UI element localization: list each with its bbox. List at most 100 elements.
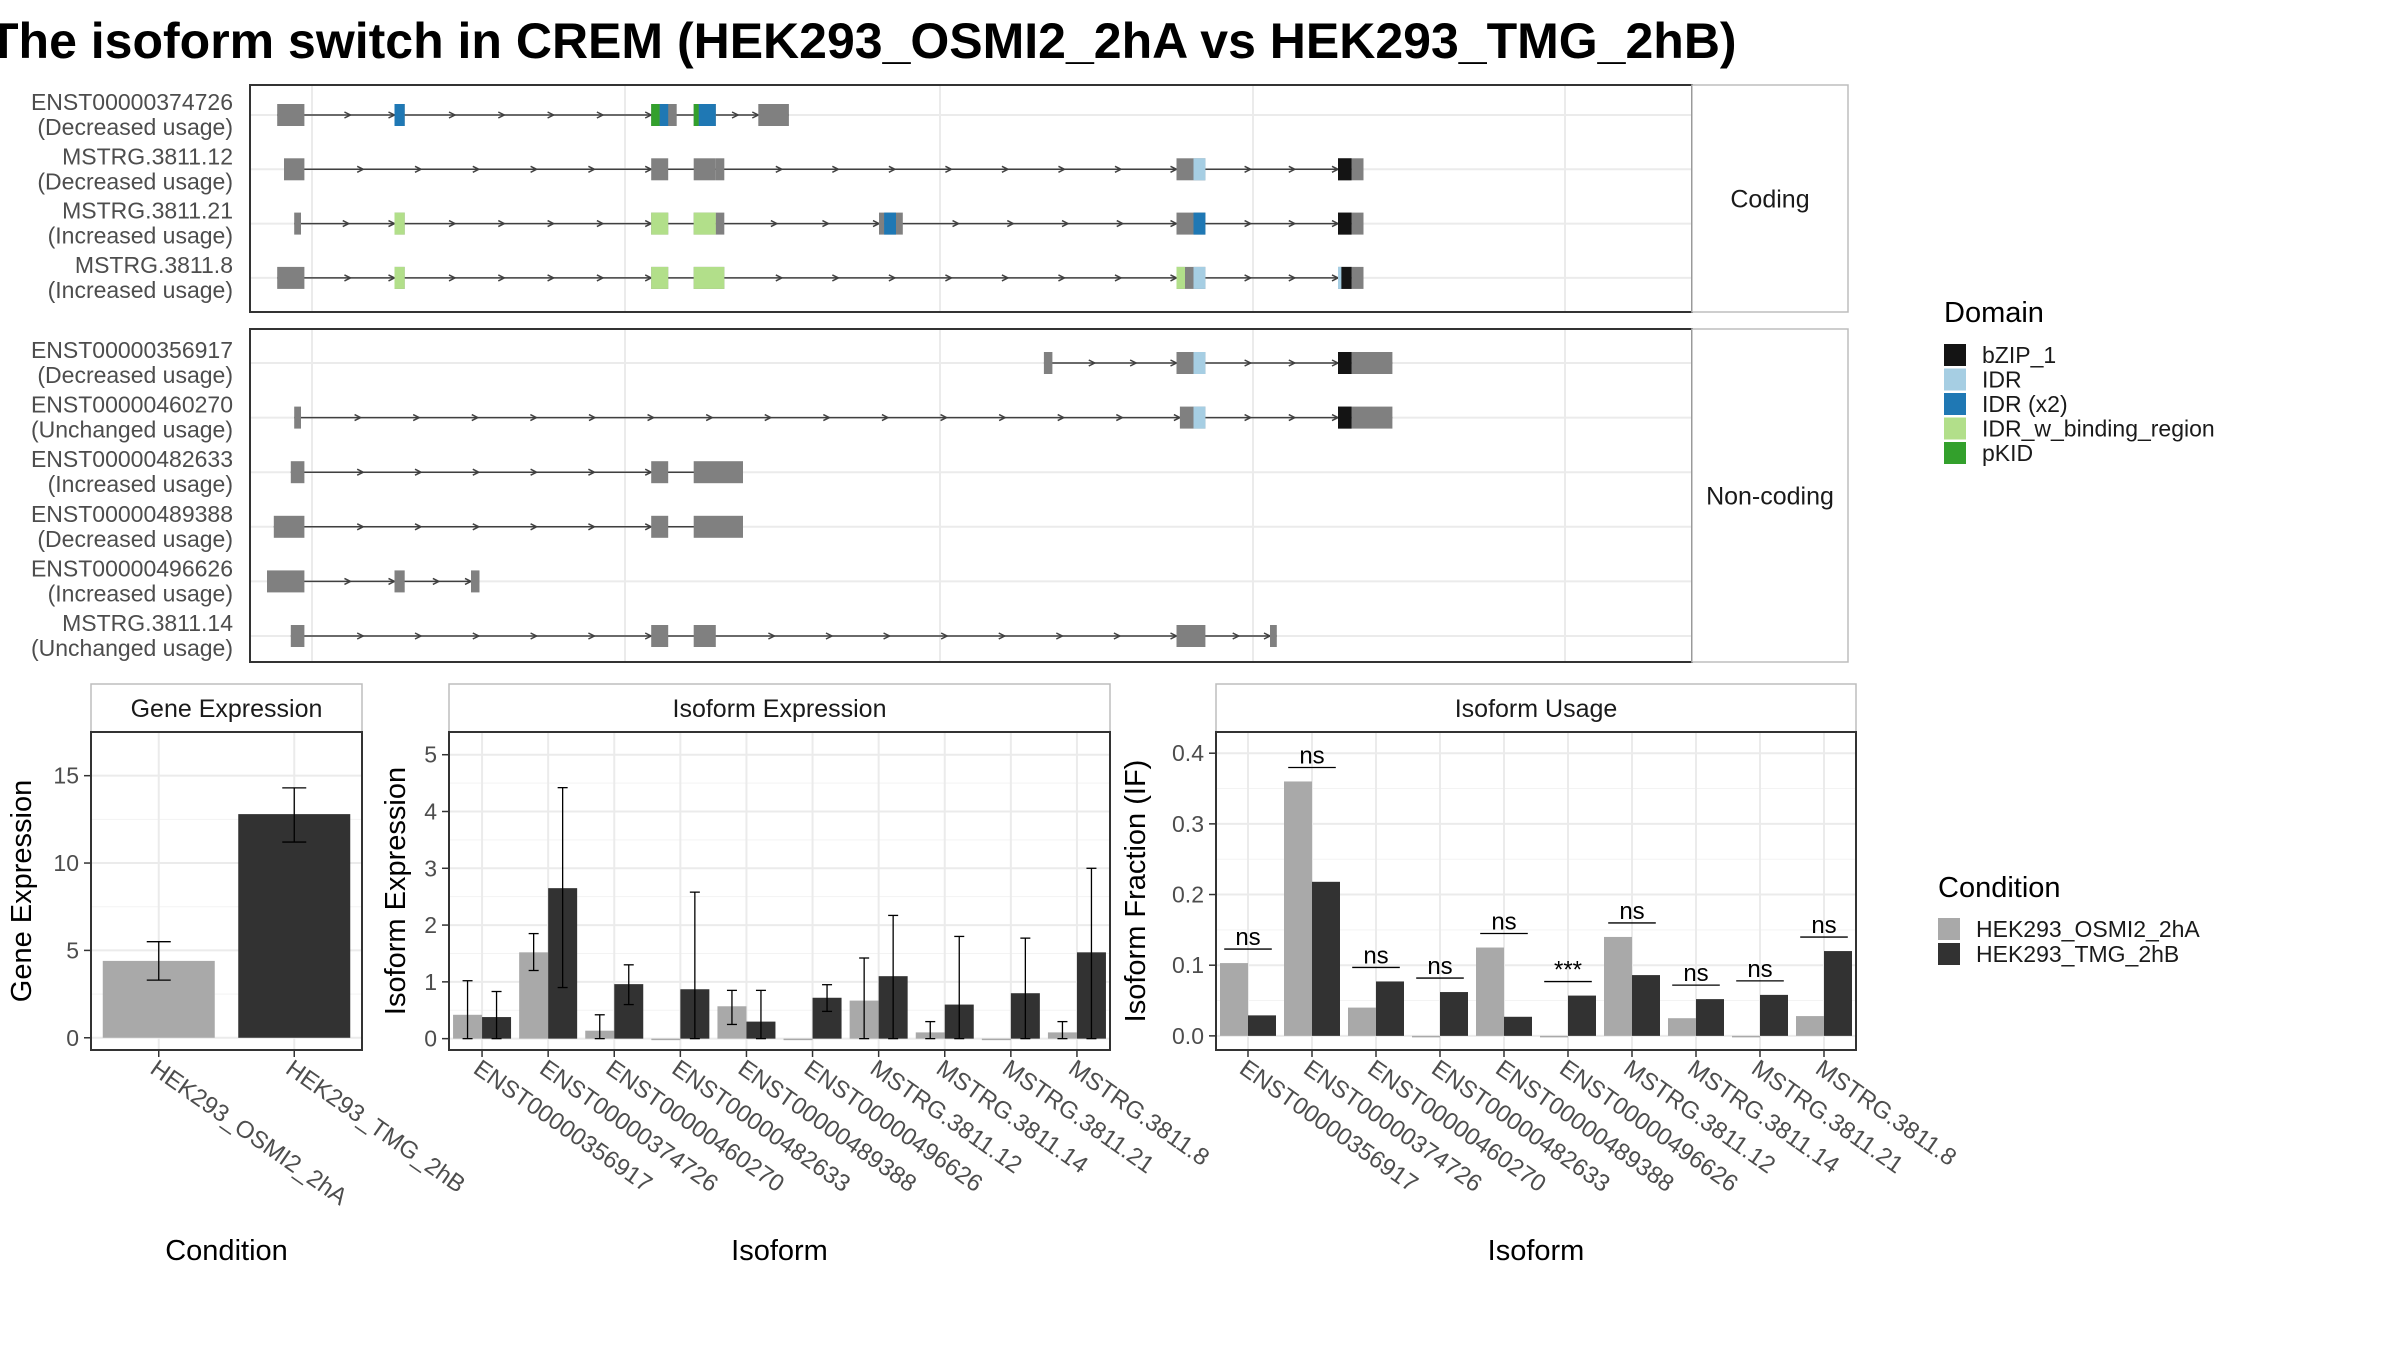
bar-strip (1215, 683, 1857, 733)
domain-block (651, 266, 669, 289)
domain-block (1338, 158, 1352, 181)
intron-arrow (472, 523, 481, 531)
significance-label: ns (1747, 956, 1772, 983)
isoform-status-label: (Increased usage) (48, 471, 233, 497)
isoform-status-label: (Decreased usage) (37, 526, 233, 552)
exon-block (277, 104, 305, 126)
exon-block (758, 104, 789, 126)
intron-arrow (344, 274, 353, 282)
domain-legend-label: pKID (1982, 440, 2033, 466)
structure-panel-bg (250, 329, 1692, 662)
y-tick-label: 10 (53, 850, 79, 876)
exon-block (1351, 158, 1364, 181)
isoform-expression-panel: Isoform Expression012345ENST00000356917E… (380, 683, 1214, 1267)
domain-block (1193, 212, 1206, 235)
intron-arrow (588, 523, 597, 531)
intron-arrow (588, 165, 597, 173)
intron-arrow (1055, 632, 1064, 640)
intron-arrow (952, 219, 961, 228)
intron-arrow (497, 274, 506, 282)
domain-block (1338, 266, 1342, 289)
exon-block (294, 406, 301, 429)
y-tick-label: 0.3 (1172, 811, 1204, 837)
intron-arrow (547, 111, 556, 119)
exon-block (1179, 406, 1194, 429)
isoform-id-label: MSTRG.3811.21 (62, 198, 233, 224)
bar (1220, 963, 1248, 1036)
intron-arrow (1288, 219, 1297, 228)
intron-arrow (530, 523, 539, 531)
structure-panel-bg (250, 85, 1692, 312)
intron-arrow (883, 632, 892, 640)
exon-block (693, 158, 716, 181)
intron-arrow (647, 413, 656, 422)
bar (1568, 995, 1596, 1036)
exon-block (267, 570, 305, 593)
significance-label: ns (1491, 909, 1516, 936)
isoform-status-label: (Decreased usage) (37, 114, 233, 140)
figure-title: The isoform switch in CREM (HEK293_OSMI2… (0, 13, 1737, 69)
y-axis-title: Isoform Fraction (IF) (1120, 760, 1152, 1023)
intron-arrow (472, 468, 481, 476)
intron-arrow (705, 413, 714, 422)
isoform-status-label: (Increased usage) (48, 223, 233, 249)
intron-arrow (596, 111, 605, 119)
isoform-id-label: MSTRG.3811.14 (62, 610, 233, 636)
domain-block (394, 266, 405, 289)
intron-arrow (1088, 359, 1097, 367)
exon-block (896, 212, 903, 235)
isoform-id-label: ENST00000496626 (31, 555, 233, 581)
intron-arrow (1244, 359, 1253, 367)
intron-arrow (1288, 165, 1297, 173)
intron-arrow (1001, 165, 1010, 173)
intron-arrow (945, 165, 954, 173)
isoform-status-label: (Decreased usage) (37, 362, 233, 388)
isoform-id-label: ENST00000374726 (31, 89, 233, 115)
exon-block (1176, 625, 1206, 647)
intron-arrow (1244, 274, 1253, 282)
bar-panel-border (90, 731, 363, 1051)
intron-arrow (832, 165, 841, 173)
intron-arrow (940, 632, 949, 640)
domain-block (394, 212, 405, 235)
domain-legend-label: IDR (1982, 367, 2022, 393)
y-tick-label: 2 (424, 912, 437, 938)
significance-label: ns (1619, 898, 1644, 925)
domain-legend-label: IDR_w_binding_region (1982, 416, 2215, 442)
exon-block (1176, 212, 1194, 235)
intron-arrow (530, 165, 539, 173)
exon-block (1351, 406, 1393, 429)
intron-arrow (1113, 632, 1122, 640)
intron-arrow (1114, 274, 1123, 282)
significance-label: ns (1299, 742, 1324, 769)
intron-arrow (414, 468, 423, 476)
intron-arrow (596, 274, 605, 282)
exon-block (284, 158, 305, 181)
intron-arrow (547, 274, 556, 282)
intron-arrow (588, 413, 597, 422)
y-tick-label: 0.1 (1172, 952, 1204, 978)
domain-legend-title: Domain (1944, 297, 2044, 329)
domain-legend-swatch (1944, 368, 1966, 391)
intron-arrow (530, 413, 539, 422)
intron-arrow (530, 468, 539, 476)
domain-block (693, 104, 699, 126)
exon-block (294, 212, 301, 235)
intron-arrow (1061, 219, 1070, 228)
exon-block (1270, 625, 1277, 647)
significance-label: ns (1811, 912, 1836, 939)
structure-strip (1691, 328, 1849, 663)
exon-block (879, 212, 885, 235)
isoform-status-label: (Increased usage) (48, 277, 233, 303)
intron-arrow (530, 632, 539, 640)
domain-legend-swatch (1944, 393, 1966, 415)
intron-arrow (596, 219, 605, 228)
intron-arrow (414, 523, 423, 531)
y-tick-label: 1 (424, 969, 437, 995)
exon-block (471, 570, 480, 593)
intron-arrow (775, 274, 784, 282)
intron-arrow (1006, 219, 1015, 228)
domain-legend-swatch (1944, 344, 1966, 366)
isoform-id-label: ENST00000356917 (31, 337, 233, 363)
bar-strip-title: Isoform Usage (1455, 695, 1618, 723)
